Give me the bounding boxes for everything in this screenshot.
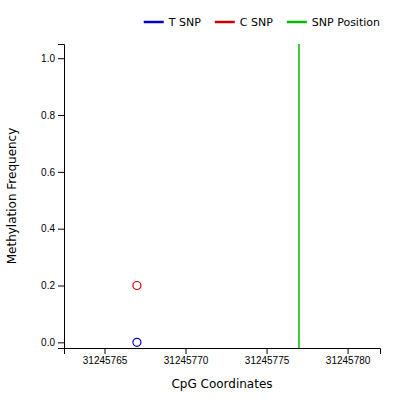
vertical-line [298,44,300,348]
legend-swatch [287,21,307,24]
tick-label: 31245770 [164,355,209,366]
tick: 31245770 [164,348,209,366]
tick-mark [186,348,187,354]
tick-mark [58,172,64,173]
tick: 31245765 [83,348,128,366]
tick: 0.2 [41,280,64,291]
plot-marks [133,44,299,348]
legend-swatch [215,21,235,24]
x-axis-title: CpG Coordinates [171,377,272,391]
tick-mark [348,348,349,354]
tick-mark [58,115,64,116]
legend-item: C SNP [215,16,273,29]
tick-label: 0.2 [41,280,55,291]
tick-mark [58,229,64,230]
legend-item: SNP Position [287,16,380,29]
tick-label: 1.0 [41,53,55,64]
x-axis: 31245765 31245770 31245775 31245780 [65,348,381,366]
y-axis-title: Methylation Frequency [5,128,19,265]
tick-mark [58,285,64,286]
legend-swatch [144,21,164,24]
series [133,281,141,289]
tick: 31245775 [245,348,290,366]
tick-label: 0.0 [41,337,55,348]
tick: 0.0 [41,337,64,348]
y-axis: 0.0 0.2 0.4 0.6 0.8 1.0 [41,45,64,349]
legend-label: T SNP [168,16,201,29]
legend-label: SNP Position [312,16,380,29]
tick: 0.4 [41,223,64,234]
tick-label: 0.8 [41,110,55,121]
tick-label: 31245775 [245,355,290,366]
tick-mark [58,58,64,59]
tick-mark [267,348,268,354]
tick-label: 31245780 [326,355,371,366]
series [298,44,299,348]
tick-label: 31245765 [83,355,128,366]
tick: 0.8 [41,110,64,121]
tick-label: 0.6 [41,167,55,178]
legend-label: C SNP [240,16,273,29]
axis-line [58,45,65,349]
tick-mark [105,348,106,354]
legend: T SNP C SNP SNP Position [144,16,380,29]
series [133,338,141,346]
point [133,281,141,289]
tick-label: 0.4 [41,223,55,234]
tick: 1.0 [41,53,64,64]
tick: 31245780 [326,348,371,366]
tick: 0.6 [41,167,64,178]
chart: 312457653124577031245775312457800.00.20.… [0,0,400,400]
legend-item: T SNP [144,16,201,29]
point [133,338,141,346]
axis-line [65,349,381,355]
tick-mark [58,342,64,343]
